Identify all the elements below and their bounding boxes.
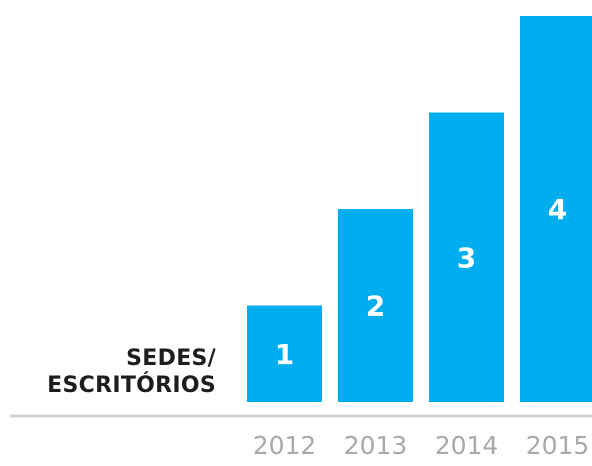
bar-value-label-2014: 3 — [457, 241, 476, 274]
bar-2014 — [429, 112, 504, 402]
y-axis-label-line-1: SEDES/ — [126, 346, 216, 371]
bar-2013 — [338, 209, 413, 402]
x-tick-label-2014: 2014 — [435, 431, 499, 460]
bar-value-label-2015: 4 — [548, 193, 567, 226]
y-axis-label-line-2: ESCRITÓRIOS — [47, 373, 216, 398]
x-tick-label-2015: 2015 — [526, 431, 590, 460]
y-axis-label: SEDES/ ESCRITÓRIOS — [47, 345, 216, 399]
bar-labels-group: 1 2 3 4 — [275, 193, 567, 371]
bar-value-label-2012: 1 — [275, 338, 294, 371]
bar-2015 — [520, 16, 592, 402]
x-tick-label-2013: 2013 — [344, 431, 408, 460]
x-tick-labels-group: 2012 2013 2014 2015 — [253, 431, 590, 460]
bars-group — [247, 16, 592, 402]
bar-2012 — [247, 305, 322, 402]
bar-value-label-2013: 2 — [366, 290, 385, 323]
x-tick-label-2012: 2012 — [253, 431, 317, 460]
